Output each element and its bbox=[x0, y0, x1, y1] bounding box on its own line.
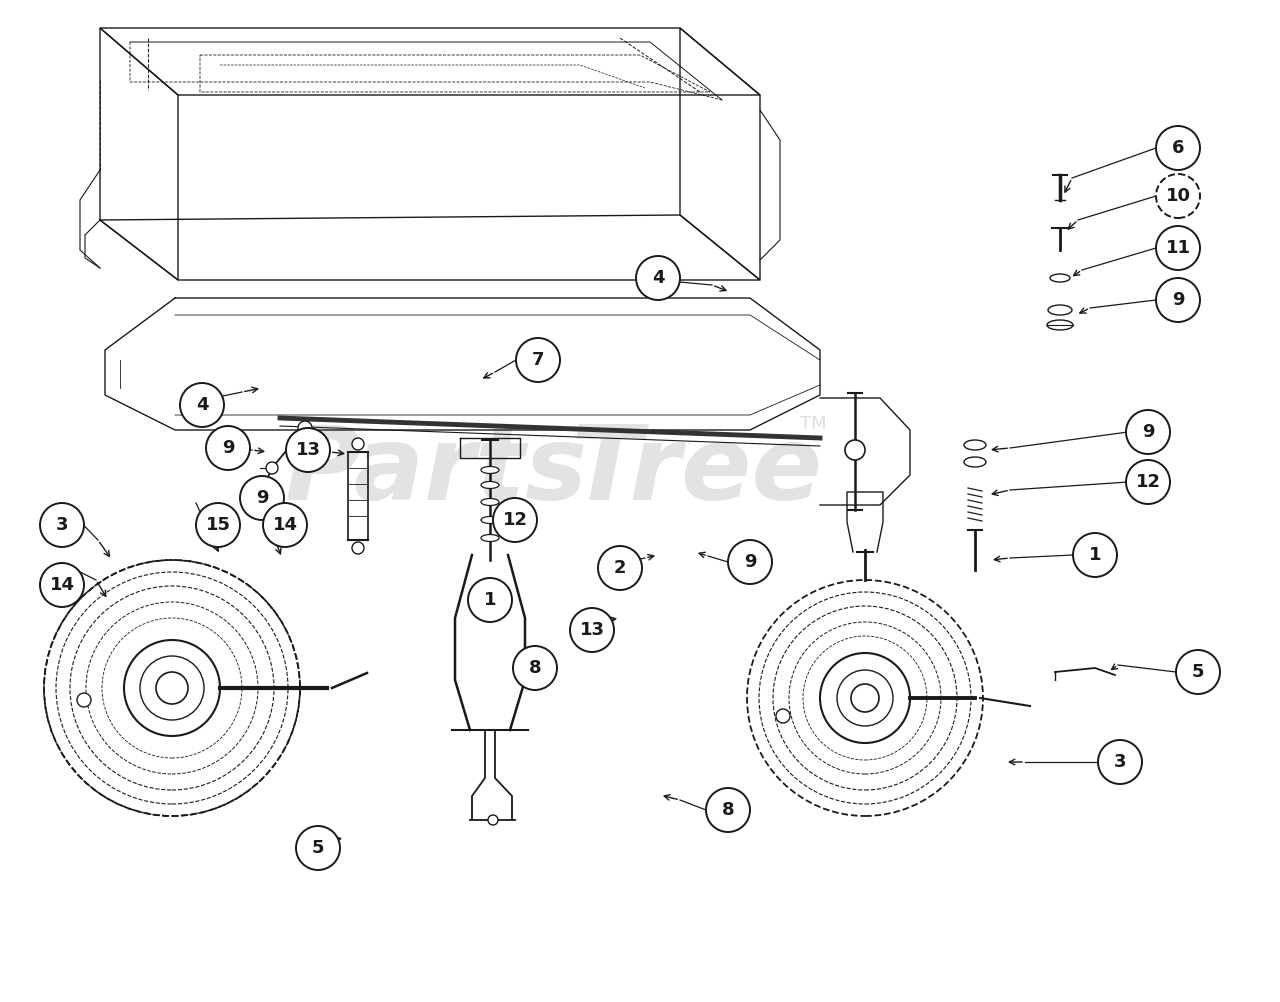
Circle shape bbox=[845, 440, 865, 460]
Text: 3: 3 bbox=[56, 516, 68, 534]
Circle shape bbox=[513, 646, 557, 690]
Text: 9: 9 bbox=[744, 553, 756, 571]
Circle shape bbox=[206, 426, 250, 470]
Circle shape bbox=[1126, 460, 1170, 504]
Circle shape bbox=[196, 503, 241, 547]
Text: 9: 9 bbox=[1142, 423, 1155, 441]
Circle shape bbox=[468, 578, 512, 622]
Text: 5: 5 bbox=[1192, 663, 1204, 681]
Circle shape bbox=[1176, 650, 1220, 694]
Text: 14: 14 bbox=[273, 516, 297, 534]
Text: 8: 8 bbox=[722, 801, 735, 819]
Circle shape bbox=[180, 383, 224, 427]
Text: 5: 5 bbox=[312, 839, 324, 857]
Text: 2: 2 bbox=[613, 559, 626, 577]
Text: 3: 3 bbox=[1114, 753, 1126, 771]
Ellipse shape bbox=[1048, 305, 1073, 315]
Circle shape bbox=[1156, 126, 1201, 170]
Circle shape bbox=[352, 542, 364, 554]
Ellipse shape bbox=[481, 534, 499, 541]
Circle shape bbox=[1156, 278, 1201, 322]
Circle shape bbox=[516, 338, 561, 382]
Text: 10: 10 bbox=[1166, 187, 1190, 205]
Circle shape bbox=[598, 546, 643, 590]
Circle shape bbox=[241, 476, 284, 520]
Circle shape bbox=[570, 608, 614, 652]
Text: 1: 1 bbox=[484, 591, 497, 609]
Ellipse shape bbox=[481, 482, 499, 489]
Text: 6: 6 bbox=[1171, 139, 1184, 157]
Ellipse shape bbox=[1050, 274, 1070, 282]
Ellipse shape bbox=[481, 499, 499, 505]
Ellipse shape bbox=[481, 467, 499, 474]
Circle shape bbox=[707, 788, 750, 832]
Text: 12: 12 bbox=[503, 511, 527, 529]
Circle shape bbox=[837, 670, 893, 726]
Text: 12: 12 bbox=[1135, 473, 1161, 491]
Ellipse shape bbox=[964, 457, 986, 467]
Circle shape bbox=[298, 421, 312, 435]
Text: 13: 13 bbox=[296, 441, 320, 459]
Text: 7: 7 bbox=[531, 351, 544, 369]
Circle shape bbox=[140, 656, 204, 720]
Ellipse shape bbox=[964, 440, 986, 450]
Circle shape bbox=[851, 684, 879, 712]
Circle shape bbox=[1126, 410, 1170, 454]
Circle shape bbox=[262, 503, 307, 547]
Text: 9: 9 bbox=[256, 489, 269, 507]
Text: 9: 9 bbox=[1171, 291, 1184, 309]
Text: TM: TM bbox=[800, 415, 827, 433]
Circle shape bbox=[1098, 740, 1142, 784]
Circle shape bbox=[40, 563, 84, 607]
Text: 14: 14 bbox=[50, 576, 74, 594]
Circle shape bbox=[77, 693, 91, 707]
Circle shape bbox=[1073, 533, 1117, 577]
Text: 4: 4 bbox=[196, 396, 209, 414]
Circle shape bbox=[1156, 174, 1201, 218]
Ellipse shape bbox=[481, 516, 499, 523]
Ellipse shape bbox=[1047, 320, 1073, 330]
Circle shape bbox=[776, 709, 790, 723]
Circle shape bbox=[352, 438, 364, 450]
Circle shape bbox=[266, 462, 278, 474]
Text: 11: 11 bbox=[1166, 239, 1190, 257]
Text: 15: 15 bbox=[206, 516, 230, 534]
Circle shape bbox=[636, 256, 680, 300]
Circle shape bbox=[1156, 226, 1201, 270]
Circle shape bbox=[820, 653, 910, 743]
Text: 8: 8 bbox=[529, 659, 541, 677]
Circle shape bbox=[728, 540, 772, 584]
Circle shape bbox=[40, 503, 84, 547]
Text: 4: 4 bbox=[652, 269, 664, 287]
Circle shape bbox=[296, 826, 340, 870]
Circle shape bbox=[488, 815, 498, 825]
Circle shape bbox=[124, 640, 220, 736]
Text: 9: 9 bbox=[221, 439, 234, 457]
Text: Tree: Tree bbox=[570, 421, 822, 522]
Text: 13: 13 bbox=[580, 621, 604, 639]
Circle shape bbox=[156, 672, 188, 704]
Text: Parts: Parts bbox=[285, 421, 588, 522]
Circle shape bbox=[493, 498, 538, 542]
Circle shape bbox=[285, 428, 330, 472]
Text: 1: 1 bbox=[1089, 546, 1101, 564]
